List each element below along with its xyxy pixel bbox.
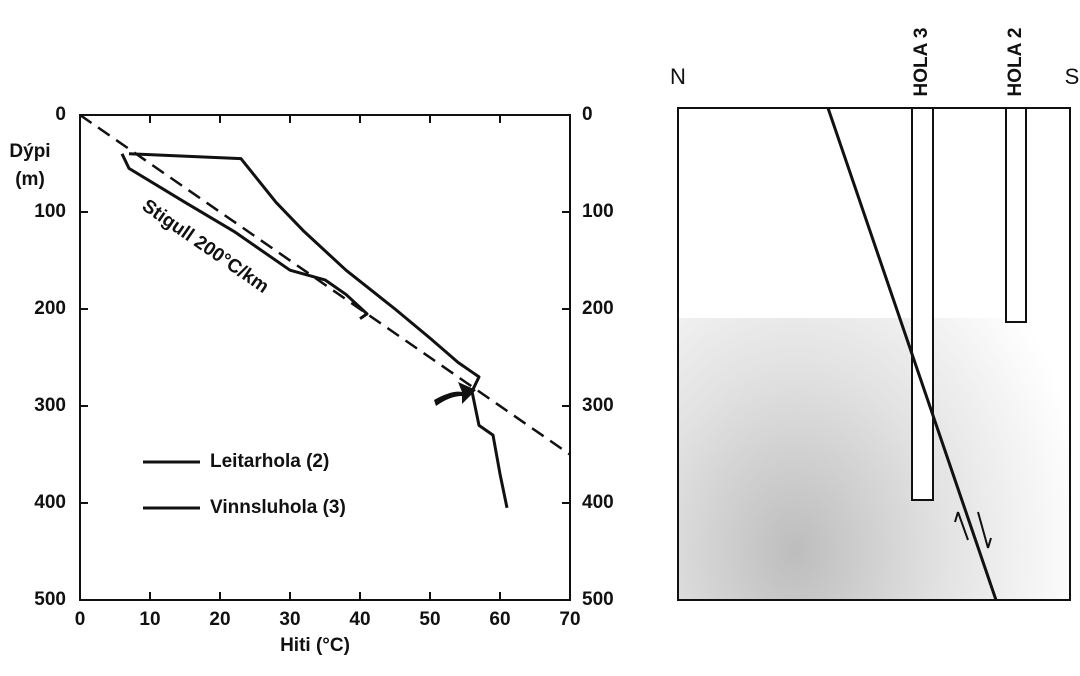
y-tick-label: 500 xyxy=(34,589,66,610)
legend-label: Leitarhola (2) xyxy=(210,451,329,472)
gradient-line xyxy=(79,113,571,456)
y-tick-label: 300 xyxy=(34,395,66,416)
legend-label: Vinnsluhola (3) xyxy=(210,497,346,518)
gradient-label: Stigull 200°C/km xyxy=(138,196,273,298)
y-tick-label: 0 xyxy=(55,104,66,125)
y-axis-label: Dýpi xyxy=(9,141,50,162)
cross-section: N S HOLA 3 HOLA 2 xyxy=(670,28,1080,601)
x-tick-label: 50 xyxy=(419,609,440,630)
x-tick-label: 0 xyxy=(75,609,86,630)
well-label: HOLA 3 xyxy=(911,28,932,97)
y2-tick-label: 400 xyxy=(582,492,614,513)
well-2 xyxy=(1005,107,1027,323)
arrow xyxy=(434,382,476,406)
section-border xyxy=(677,107,1071,601)
y2-tick-label: 200 xyxy=(582,298,614,319)
x-tick-label: 20 xyxy=(209,609,230,630)
x-tick-label: 70 xyxy=(559,609,580,630)
y2-tick-label: 0 xyxy=(582,104,593,125)
y2-tick-label: 500 xyxy=(582,589,614,610)
x-tick-label: 30 xyxy=(279,609,300,630)
y-tick-label: 400 xyxy=(34,492,66,513)
x-axis-label: Hiti (°C) xyxy=(280,635,350,656)
well-label: HOLA 2 xyxy=(1005,28,1026,97)
fault-arrows xyxy=(954,511,992,549)
y-tick-label: 100 xyxy=(34,201,66,222)
series-line xyxy=(128,152,509,509)
x-tick-label: 60 xyxy=(489,609,510,630)
chart: 0 10 20 30 40 50 60 70 0 100 200 300 400 500 0 100 200 30… xyxy=(9,104,613,656)
south-label: S xyxy=(1065,64,1080,89)
x-tick-label: 10 xyxy=(139,609,160,630)
y-axis-label: (m) xyxy=(15,169,45,190)
x-tick-label: 40 xyxy=(349,609,370,630)
y2-tick-label: 300 xyxy=(582,395,614,416)
well-3 xyxy=(911,107,934,501)
y2-tick-label: 100 xyxy=(582,201,614,222)
fault xyxy=(826,107,998,601)
plot-frame xyxy=(79,114,571,601)
series-line xyxy=(120,153,369,320)
y-tick-label: 200 xyxy=(34,298,66,319)
section-top xyxy=(678,108,1070,318)
north-label: N xyxy=(670,64,686,89)
